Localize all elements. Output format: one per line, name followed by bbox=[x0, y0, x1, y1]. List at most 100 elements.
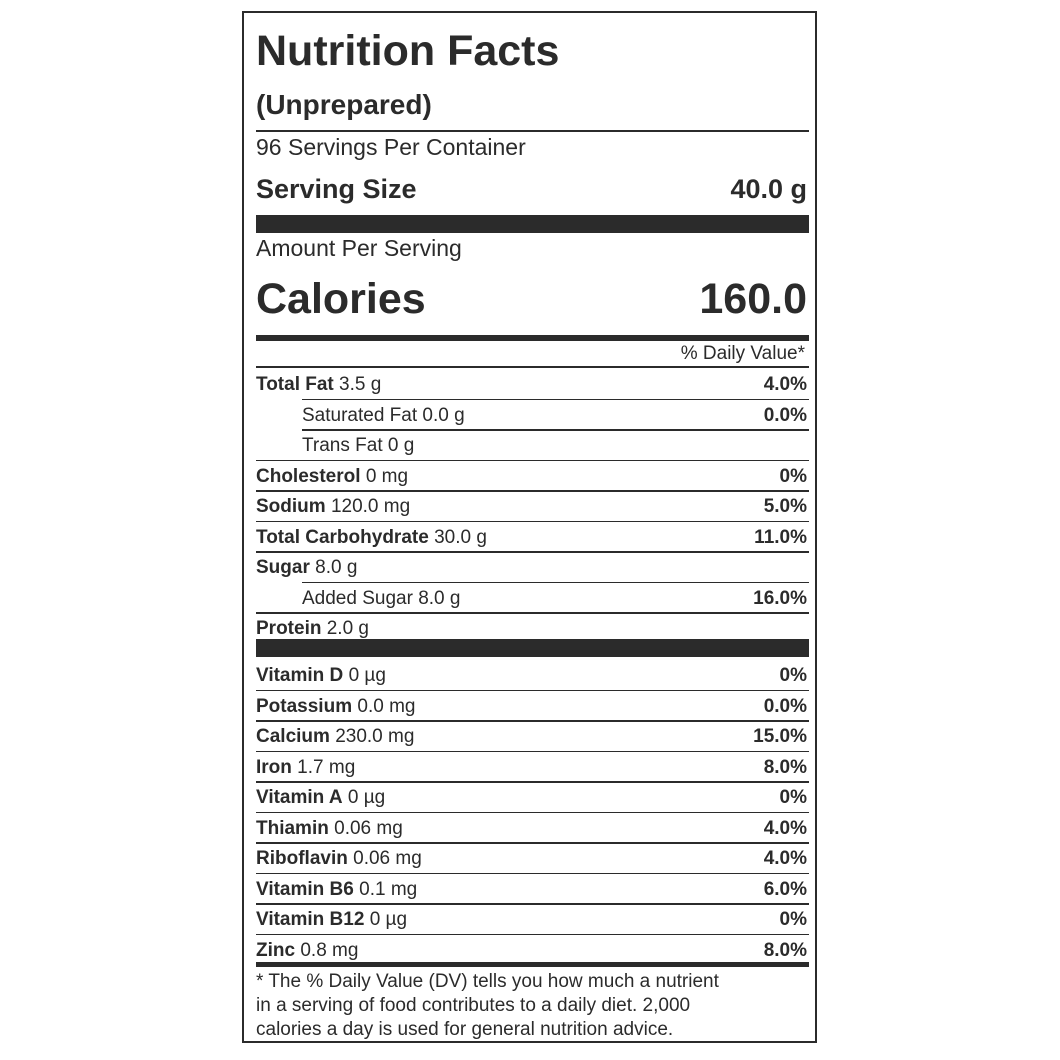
nutrient-daily-value: 0.0% bbox=[763, 404, 807, 426]
row-divider bbox=[256, 551, 809, 553]
nutrient-name-amount: Cholesterol 0 mg bbox=[256, 466, 408, 488]
nutrient-name: Sodium bbox=[256, 496, 326, 517]
daily-value-header: % Daily Value* bbox=[680, 343, 805, 364]
nutrient-amount: 1.7 mg bbox=[297, 756, 356, 778]
nutrient-amount: 0 µg bbox=[347, 787, 386, 808]
nutrient-name-amount: Protein 2.0 g bbox=[256, 618, 369, 640]
nutrient-name: Total Carbohydrate bbox=[256, 526, 429, 548]
nutrient-name-amount: Sugar 8.0 g bbox=[256, 557, 357, 579]
serving-size-value: 40.0 g bbox=[730, 174, 807, 204]
nutrient-daily-value: 0.0% bbox=[763, 695, 807, 717]
footnote-line: * The % Daily Value (DV) tells you how m… bbox=[256, 971, 719, 992]
label-subtitle: (Unprepared) bbox=[256, 89, 432, 120]
nutrient-name: Saturated Fat bbox=[302, 404, 418, 426]
nutrient-amount: 0.8 mg bbox=[300, 939, 359, 961]
nutrient-name: Added Sugar bbox=[302, 587, 413, 609]
footnote-line: in a serving of food contributes to a da… bbox=[256, 995, 691, 1016]
nutrient-row: Calcium 230.0 mg 15.0% bbox=[256, 722, 809, 752]
divider bbox=[256, 130, 809, 132]
nutrient-name: Vitamin B12 bbox=[256, 909, 365, 930]
nutrient-daily-value: 4.0% bbox=[763, 374, 807, 395]
nutrient-amount: 0 g bbox=[387, 435, 415, 456]
nutrient-row: Riboflavin 0.06 mg 4.0% bbox=[256, 844, 809, 874]
thick-divider bbox=[256, 215, 809, 233]
medium-divider bbox=[256, 962, 809, 967]
nutrient-row: Sugar 8.0 g bbox=[256, 553, 809, 583]
row-divider bbox=[256, 612, 809, 614]
thick-divider bbox=[256, 639, 809, 657]
label-title: Nutrition Facts bbox=[256, 27, 560, 75]
nutrient-row: Added Sugar 8.0 g 16.0% bbox=[256, 584, 809, 614]
nutrient-row: Total Fat 3.5 g 4.0% bbox=[256, 370, 809, 400]
nutrient-name: Iron bbox=[256, 756, 292, 778]
nutrient-daily-value: 4.0% bbox=[763, 817, 807, 839]
row-divider bbox=[256, 842, 809, 844]
nutrient-row: Cholesterol 0 mg 0% bbox=[256, 462, 809, 492]
nutrient-amount: 8.0 g bbox=[418, 587, 461, 609]
nutrient-name: Thiamin bbox=[256, 817, 329, 839]
nutrient-row: Total Carbohydrate 30.0 g 11.0% bbox=[256, 523, 809, 553]
nutrient-daily-value: 0% bbox=[779, 909, 807, 930]
servings-per-container: 96 Servings Per Container bbox=[256, 134, 526, 160]
nutrient-amount: 0.0 g bbox=[422, 404, 465, 426]
nutrient-amount: 0 µg bbox=[348, 665, 386, 686]
nutrient-daily-value: 4.0% bbox=[763, 848, 807, 869]
amount-per-serving: Amount Per Serving bbox=[256, 235, 462, 261]
nutrient-amount: 0.1 mg bbox=[359, 878, 418, 900]
nutrient-daily-value: 16.0% bbox=[753, 587, 807, 609]
nutrient-row: Vitamin D 0 µg 0% bbox=[256, 661, 809, 691]
nutrition-label: Nutrition Facts (Unprepared) 96 Servings… bbox=[242, 11, 817, 1043]
nutrient-daily-value: 0% bbox=[779, 665, 807, 686]
divider bbox=[256, 366, 809, 368]
nutrient-name-amount: Total Carbohydrate 30.0 g bbox=[256, 527, 487, 549]
nutrient-daily-value: 0% bbox=[779, 787, 807, 808]
nutrient-name: Trans Fat bbox=[302, 435, 383, 456]
row-divider bbox=[256, 750, 809, 752]
nutrient-daily-value: 5.0% bbox=[763, 496, 807, 517]
nutrient-name-amount: Vitamin B12 0 µg bbox=[256, 909, 407, 931]
nutrient-row: Sodium 120.0 mg 5.0% bbox=[256, 492, 809, 522]
nutrient-name-amount: Riboflavin 0.06 mg bbox=[256, 848, 422, 870]
nutrient-amount: 8.0 g bbox=[315, 557, 358, 578]
row-divider bbox=[256, 520, 809, 522]
nutrient-row: Iron 1.7 mg 8.0% bbox=[256, 753, 809, 783]
nutrient-name: Potassium bbox=[256, 695, 353, 717]
footnote-line: calories a day is used for general nutri… bbox=[256, 1019, 674, 1040]
nutrient-daily-value: 0% bbox=[779, 465, 807, 487]
nutrient-name-amount: Added Sugar 8.0 g bbox=[302, 588, 460, 610]
nutrient-name: Protein bbox=[256, 618, 322, 639]
nutrient-amount: 3.5 g bbox=[339, 374, 382, 395]
nutrient-amount: 230.0 mg bbox=[335, 726, 415, 747]
nutrient-name: Vitamin A bbox=[256, 787, 343, 808]
nutrient-name-amount: Vitamin A 0 µg bbox=[256, 787, 385, 809]
nutrient-name-amount: Zinc 0.8 mg bbox=[256, 940, 358, 962]
nutrient-name-amount: Iron 1.7 mg bbox=[256, 757, 355, 779]
nutrient-name-amount: Vitamin B6 0.1 mg bbox=[256, 879, 417, 901]
nutrient-name: Sugar bbox=[256, 557, 310, 578]
nutrient-name: Zinc bbox=[256, 939, 296, 961]
nutrient-name-amount: Total Fat 3.5 g bbox=[256, 374, 381, 396]
nutrient-name: Total Fat bbox=[256, 374, 334, 395]
nutrient-daily-value: 8.0% bbox=[763, 939, 807, 961]
calories-value: 160.0 bbox=[699, 275, 807, 323]
row-divider bbox=[302, 581, 809, 583]
nutrient-amount: 2.0 g bbox=[326, 618, 369, 639]
row-divider bbox=[256, 872, 809, 874]
nutrient-name: Vitamin D bbox=[256, 665, 344, 686]
nutrient-amount: 0.0 mg bbox=[357, 695, 416, 717]
nutrient-name: Calcium bbox=[256, 726, 330, 747]
nutrient-name-amount: Sodium 120.0 mg bbox=[256, 496, 410, 518]
nutrient-row: Zinc 0.8 mg 8.0% bbox=[256, 936, 809, 966]
nutrient-daily-value: 8.0% bbox=[763, 756, 807, 778]
nutrient-row: Saturated Fat 0.0 g 0.0% bbox=[256, 401, 809, 431]
nutrient-row: Protein 2.0 g bbox=[256, 614, 809, 644]
row-divider bbox=[256, 781, 809, 783]
nutrient-name-amount: Potassium 0.0 mg bbox=[256, 696, 415, 718]
row-divider bbox=[302, 398, 809, 400]
nutrient-name-amount: Trans Fat 0 g bbox=[302, 435, 414, 457]
row-divider bbox=[256, 903, 809, 905]
nutrient-name-amount: Vitamin D 0 µg bbox=[256, 665, 386, 687]
row-divider bbox=[256, 459, 809, 461]
nutrient-name: Riboflavin bbox=[256, 848, 348, 869]
nutrient-row: Trans Fat 0 g bbox=[256, 431, 809, 461]
